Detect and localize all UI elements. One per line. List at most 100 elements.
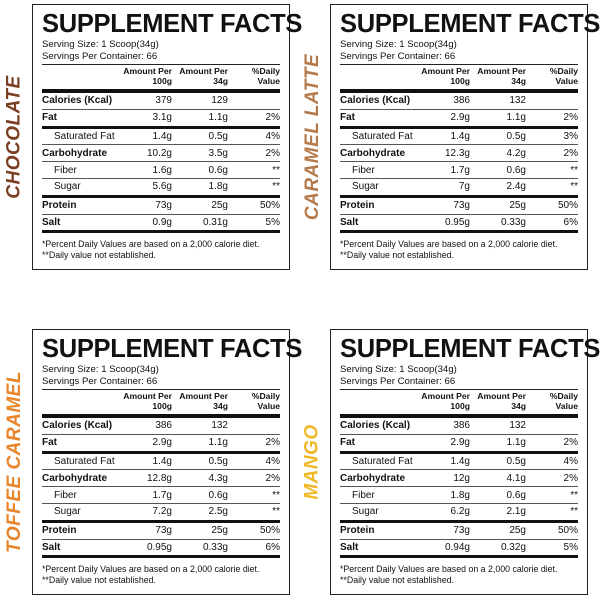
daily-value-percent: 2% xyxy=(563,147,578,159)
row-salt: Salt 0.95g 0.33g 6% xyxy=(340,215,578,234)
amount-per-34g: 0.5g xyxy=(208,130,228,142)
nutrient-label: Fat xyxy=(340,437,355,449)
daily-value-percent: ** xyxy=(272,489,280,501)
row-protein: Protein 73g 25g 50% xyxy=(42,523,280,540)
amount-per-100g: 2.9g xyxy=(450,112,470,124)
nutrient-label: Protein xyxy=(42,200,77,212)
amount-per-100g: 5.6g xyxy=(152,181,172,193)
amount-per-34g: 25g xyxy=(211,200,228,212)
nutrient-label: Sugar xyxy=(352,506,379,518)
row-protein: Protein 73g 25g 50% xyxy=(42,198,280,215)
row-salt: Salt 0.9g 0.31g 5% xyxy=(42,215,280,234)
daily-value-percent: ** xyxy=(272,506,280,518)
header-amount-per-34g: Amount Per 34g xyxy=(179,391,228,411)
amount-per-100g: 3.1g xyxy=(152,112,172,124)
row-saturated-fat: Saturated Fat 1.4g 0.5g 4% xyxy=(42,454,280,471)
amount-per-34g: 1.1g xyxy=(506,112,526,124)
amount-per-100g: 7g xyxy=(458,181,470,193)
daily-value-percent: ** xyxy=(570,181,578,193)
daily-value-percent: 2% xyxy=(265,437,280,449)
row-salt: Salt 0.95g 0.33g 6% xyxy=(42,540,280,559)
serving-size: Serving Size: 1 Scoop(34g) xyxy=(42,39,159,50)
amount-per-100g: 379 xyxy=(155,95,172,107)
daily-value-percent: 50% xyxy=(557,200,578,212)
amount-per-100g: 12.8g xyxy=(146,472,172,484)
header-amount-per-100g: Amount Per 100g xyxy=(421,391,470,411)
daily-value-percent: 2% xyxy=(563,437,578,449)
row-saturated-fat: Saturated Fat 1.4g 0.5g 4% xyxy=(340,454,578,471)
amount-per-100g: 0.94g xyxy=(444,541,470,553)
amount-per-100g: 12.3g xyxy=(444,147,470,159)
row-fiber: Fiber 1.8g 0.6g ** xyxy=(340,487,578,504)
nutrient-label: Fat xyxy=(340,112,355,124)
panel-title: SUPPLEMENT FACTS xyxy=(42,10,303,38)
row-sugar: Sugar 7.2g 2.5g ** xyxy=(42,504,280,523)
footnote-percent-daily: *Percent Daily Values are based on a 2,0… xyxy=(42,564,260,575)
nutrient-label: Carbohydrate xyxy=(42,472,108,484)
supplement-panel-caramel-latte: SUPPLEMENT FACTS Serving Size: 1 Scoop(34… xyxy=(330,4,600,270)
amount-per-100g: 1.4g xyxy=(450,455,470,467)
amount-per-100g: 1.4g xyxy=(152,455,172,467)
amount-per-34g: 0.31g xyxy=(202,216,228,228)
daily-value-percent: 6% xyxy=(265,541,280,553)
flavor-label-chocolate: CHOCOLATE xyxy=(0,4,30,270)
row-sugar: Sugar 7g 2.4g ** xyxy=(340,179,578,198)
amount-per-100g: 2.9g xyxy=(450,437,470,449)
nutrient-label: Protein xyxy=(340,200,375,212)
row-salt: Salt 0.94g 0.32g 5% xyxy=(340,540,578,559)
amount-per-100g: 73g xyxy=(155,525,172,537)
row-carbohydrate: Carbohydrate 10.2g 3.5g 2% xyxy=(42,145,280,163)
daily-value-percent: 5% xyxy=(563,541,578,553)
row-calories: Calories (Kcal) 386 132 xyxy=(42,418,280,435)
nutrient-label: Sugar xyxy=(54,506,81,518)
amount-per-34g: 132 xyxy=(509,420,526,432)
amount-per-100g: 1.6g xyxy=(152,164,172,176)
daily-value-percent: 50% xyxy=(259,200,280,212)
nutrient-label: Salt xyxy=(340,216,359,228)
amount-per-100g: 73g xyxy=(453,525,470,537)
footnote-not-established: **Daily value not established. xyxy=(42,575,156,586)
row-carbohydrate: Carbohydrate 12.8g 4.3g 2% xyxy=(42,470,280,488)
nutrient-label: Carbohydrate xyxy=(340,472,406,484)
panel-title: SUPPLEMENT FACTS xyxy=(340,335,600,363)
panel-title: SUPPLEMENT FACTS xyxy=(42,335,303,363)
nutrient-label: Fat xyxy=(42,112,57,124)
panel-title: SUPPLEMENT FACTS xyxy=(340,10,600,38)
row-carbohydrate: Carbohydrate 12g 4.1g 2% xyxy=(340,470,578,488)
nutrient-label: Fiber xyxy=(54,489,77,501)
amount-per-34g: 132 xyxy=(509,95,526,107)
servings-per-container: Servings Per Container: 66 xyxy=(42,376,280,390)
amount-per-34g: 0.33g xyxy=(202,541,228,553)
amount-per-34g: 2.5g xyxy=(208,506,228,518)
serving-size: Serving Size: 1 Scoop(34g) xyxy=(340,39,457,50)
amount-per-100g: 1.8g xyxy=(450,489,470,501)
daily-value-percent: ** xyxy=(570,506,578,518)
amount-per-34g: 3.5g xyxy=(208,147,228,159)
daily-value-percent: 4% xyxy=(563,455,578,467)
nutrient-label: Saturated Fat xyxy=(352,455,413,467)
daily-value-percent: 2% xyxy=(265,472,280,484)
nutrient-label: Protein xyxy=(340,525,375,537)
amount-per-34g: 0.6g xyxy=(506,489,526,501)
daily-value-percent: 2% xyxy=(563,472,578,484)
flavor-label-caramel-latte: CARAMEL LATTE xyxy=(298,4,328,270)
amount-per-34g: 1.1g xyxy=(208,437,228,449)
flavor-label-mango: MANGO xyxy=(298,329,328,595)
header-amount-per-34g: Amount Per 34g xyxy=(477,391,526,411)
amount-per-100g: 1.4g xyxy=(450,130,470,142)
daily-value-percent: 2% xyxy=(265,112,280,124)
servings-per-container: Servings Per Container: 66 xyxy=(340,51,578,65)
amount-per-34g: 129 xyxy=(211,95,228,107)
daily-value-percent: 6% xyxy=(563,216,578,228)
daily-value-percent: 3% xyxy=(563,130,578,142)
amount-per-34g: 0.6g xyxy=(506,164,526,176)
amount-per-100g: 7.2g xyxy=(152,506,172,518)
flavor-text: CHOCOLATE xyxy=(4,75,26,199)
amount-per-34g: 25g xyxy=(211,525,228,537)
row-calories: Calories (Kcal) 386 132 xyxy=(340,418,578,435)
amount-per-34g: 2.4g xyxy=(506,181,526,193)
amount-per-34g: 25g xyxy=(509,525,526,537)
daily-value-percent: ** xyxy=(570,489,578,501)
amount-per-100g: 73g xyxy=(453,200,470,212)
flavor-label-toffee-caramel: TOFFEE CARAMEL xyxy=(0,329,30,595)
